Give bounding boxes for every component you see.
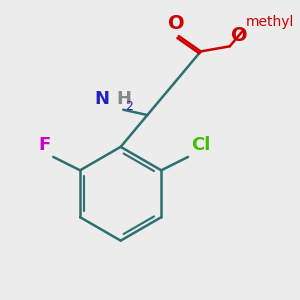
Text: Cl: Cl: [191, 136, 210, 154]
Text: O: O: [168, 14, 184, 33]
Text: N: N: [95, 90, 110, 108]
Text: 2: 2: [125, 100, 133, 113]
Text: O: O: [231, 26, 248, 45]
Text: methyl: methyl: [246, 14, 295, 28]
Text: F: F: [38, 136, 51, 154]
Text: H: H: [116, 90, 131, 108]
